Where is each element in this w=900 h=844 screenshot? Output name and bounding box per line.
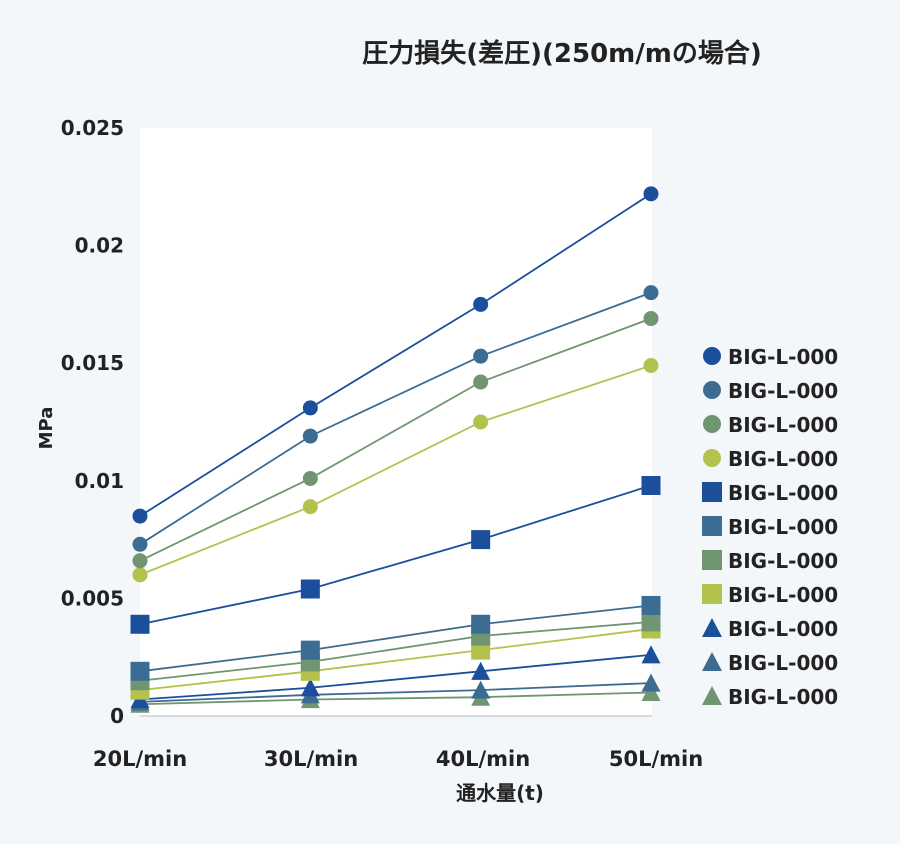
series-line (139, 628, 652, 692)
x-axis-label: 通水量(t) (456, 781, 544, 805)
legend-label: BIG-L-000 (728, 685, 838, 709)
x-tick-label: 20L/min (93, 747, 187, 771)
x-tick-label: 30L/min (264, 747, 358, 771)
data-point (473, 296, 489, 312)
legend-label: BIG-L-000 (728, 413, 838, 437)
data-point (473, 374, 489, 390)
legend-marker (702, 686, 722, 705)
legend-label: BIG-L-000 (728, 447, 838, 471)
series-line (139, 484, 652, 626)
legend: BIG-L-000 BIG-L-000 BIG-L-000 BIG-L-000 BIG-… (702, 345, 838, 709)
data-point (641, 476, 661, 496)
y-tick-label: 0 (110, 704, 124, 728)
data-point (641, 595, 661, 615)
series-line (139, 691, 652, 706)
legend-marker (702, 584, 722, 604)
plot-area (140, 128, 652, 716)
legend-label: BIG-L-000 (728, 515, 838, 539)
series-line (139, 193, 652, 517)
legend-label: BIG-L-000 (728, 617, 838, 641)
data-point (643, 285, 659, 301)
series-line (139, 653, 652, 701)
legend-marker (702, 550, 722, 570)
series-line (139, 682, 652, 703)
data-point (132, 508, 148, 524)
data-point (641, 682, 661, 702)
data-point (132, 567, 148, 583)
series-line (139, 621, 652, 682)
legend-label: BIG-L-000 (728, 583, 838, 607)
y-tick-label: 0.015 (61, 351, 124, 375)
data-point (302, 400, 318, 416)
legend-label: BIG-L-000 (728, 345, 838, 369)
data-point (641, 645, 661, 664)
legend-marker (703, 449, 721, 467)
legend-label: BIG-L-000 (728, 379, 838, 403)
data-point (300, 640, 320, 660)
legend-marker (702, 652, 722, 671)
legend-label: BIG-L-000 (728, 481, 838, 505)
data-point (302, 428, 318, 444)
y-tick-label: 0.025 (61, 116, 124, 140)
y-tick-label: 0.01 (75, 469, 124, 493)
data-point (132, 536, 148, 552)
y-axis-label: MPa (36, 407, 57, 450)
x-axis-ticks: 20L/min 30L/min 40L/min 50L/min (93, 747, 703, 771)
data-point (300, 678, 320, 697)
legend-label: BIG-L-000 (728, 651, 838, 675)
data-point (471, 661, 491, 680)
data-point (302, 499, 318, 515)
data-point (471, 530, 491, 550)
legend-marker (702, 618, 722, 637)
data-point (132, 553, 148, 569)
data-point (130, 614, 150, 634)
data-point (643, 311, 659, 327)
data-point (473, 348, 489, 364)
legend-marker (703, 415, 721, 433)
legend-marker (702, 482, 722, 502)
series-line (139, 317, 652, 562)
x-tick-label: 40L/min (436, 747, 530, 771)
series-line (139, 364, 652, 576)
data-point (643, 358, 659, 374)
data-point (302, 470, 318, 486)
legend-label: BIG-L-000 (728, 549, 838, 573)
series-line (139, 291, 652, 546)
data-point (641, 612, 661, 632)
data-point (473, 414, 489, 430)
y-tick-label: 0.005 (61, 586, 124, 610)
data-point (641, 673, 661, 692)
legend-marker (703, 347, 721, 365)
data-point (471, 680, 491, 699)
y-axis-ticks: 0 0.005 0.01 0.015 0.02 0.025 (61, 116, 124, 728)
data-point (130, 661, 150, 681)
series-line (139, 604, 652, 673)
data-point (471, 614, 491, 634)
legend-marker (702, 516, 722, 536)
legend-marker (703, 381, 721, 399)
data-point (643, 186, 659, 202)
chart-title: 圧力損失(差圧)(250m/mの場合) (362, 38, 761, 69)
x-tick-label: 50L/min (609, 747, 703, 771)
series-layer (130, 186, 661, 713)
y-tick-label: 0.02 (75, 234, 124, 258)
data-point (300, 579, 320, 599)
